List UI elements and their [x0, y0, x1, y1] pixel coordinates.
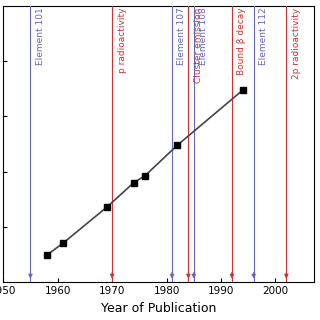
Text: Element 107: Element 107 — [178, 7, 187, 65]
Text: Bound β decay: Bound β decay — [237, 7, 246, 75]
Text: p radioactivity: p radioactivity — [117, 7, 126, 73]
X-axis label: Year of Publication: Year of Publication — [101, 302, 216, 315]
Text: Cluster emission: Cluster emission — [194, 7, 203, 83]
Text: Element 108: Element 108 — [199, 7, 208, 65]
Text: Element 112: Element 112 — [259, 7, 268, 65]
Text: Element 101: Element 101 — [36, 7, 45, 65]
Text: 2p radioactivity: 2p radioactivity — [292, 7, 301, 79]
